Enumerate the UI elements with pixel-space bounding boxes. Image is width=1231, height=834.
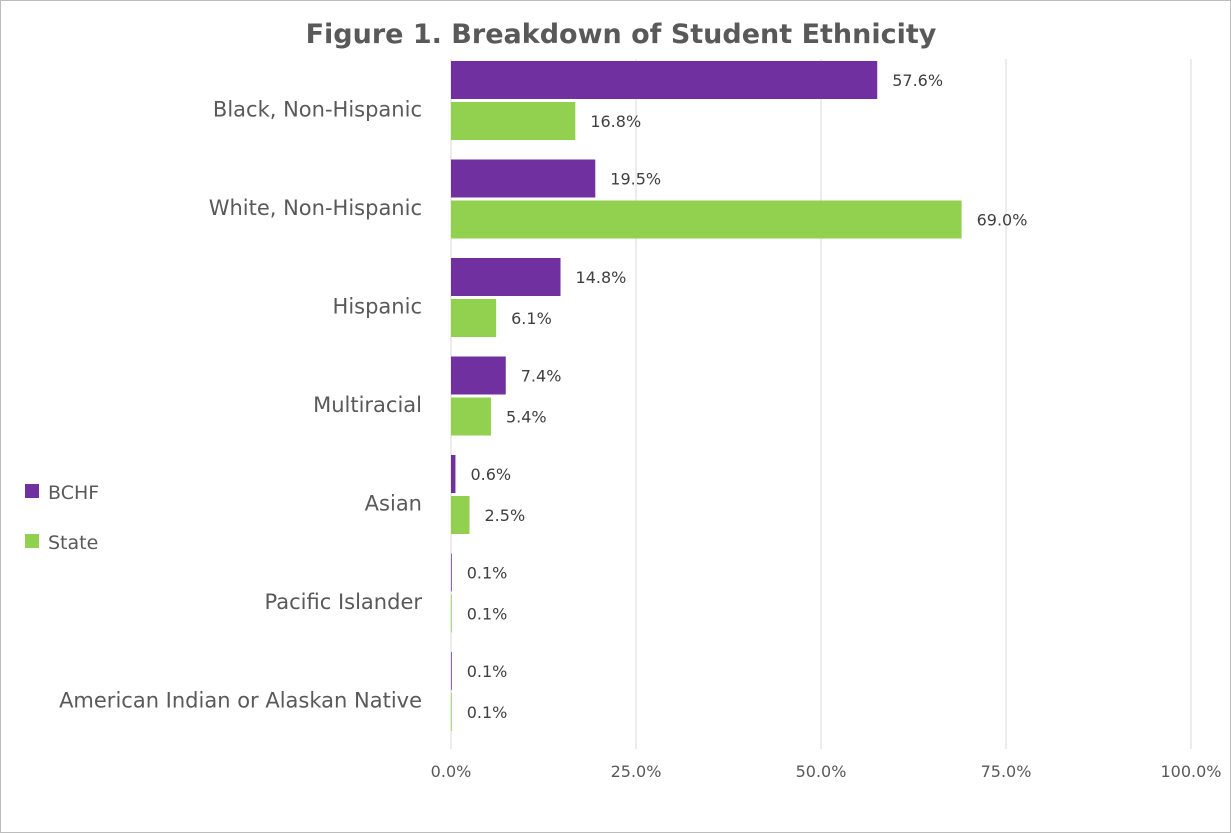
data-label: 0.6%: [470, 465, 511, 484]
bar-state: [451, 102, 576, 140]
legend-swatch-bchf: [25, 484, 39, 498]
category-label: Multiracial: [313, 393, 422, 417]
category-label: Black, Non-Hispanic: [213, 98, 422, 122]
data-label: 2.5%: [485, 506, 526, 525]
legend-label-bchf: BCHF: [48, 482, 99, 504]
bar-state: [451, 496, 470, 534]
bar-state: [451, 594, 452, 633]
legend-swatch-state: [25, 534, 39, 548]
data-label: 0.1%: [467, 605, 508, 624]
x-tick-label: 0.0%: [431, 762, 472, 781]
bar-bchf: [451, 652, 452, 690]
category-label: White, Non-Hispanic: [209, 196, 422, 220]
category-label: American Indian or Alaskan Native: [59, 689, 422, 713]
bar-bchf: [451, 553, 452, 592]
category-label: Pacific Islander: [265, 590, 423, 614]
category-label: Hispanic: [333, 295, 422, 319]
data-label: 19.5%: [610, 170, 661, 189]
data-label: 5.4%: [506, 408, 547, 427]
bar-bchf: [451, 61, 878, 99]
bar-state: [451, 693, 452, 731]
data-label: 7.4%: [521, 367, 562, 386]
bar-state: [451, 200, 962, 239]
data-label: 0.1%: [467, 703, 508, 722]
bar-bchf: [451, 455, 456, 493]
legend-label-state: State: [48, 532, 98, 554]
category-label: Asian: [365, 492, 422, 516]
data-label: 57.6%: [892, 71, 943, 90]
bar-bchf: [451, 258, 561, 296]
chart-title: Figure 1. Breakdown of Student Ethnicity: [305, 19, 937, 50]
bar-state: [451, 299, 497, 337]
x-tick-label: 75.0%: [981, 762, 1032, 781]
data-label: 0.1%: [467, 564, 508, 583]
bar-state: [451, 397, 491, 436]
data-label: 69.0%: [977, 211, 1028, 230]
data-label: 16.8%: [590, 112, 641, 131]
x-tick-label: 50.0%: [796, 762, 847, 781]
bar-bchf: [451, 159, 596, 198]
bar-bchf: [451, 356, 506, 395]
data-label: 0.1%: [467, 662, 508, 681]
data-label: 6.1%: [511, 309, 552, 328]
x-tick-label: 100.0%: [1160, 762, 1221, 781]
data-label: 14.8%: [576, 268, 627, 287]
x-tick-label: 25.0%: [611, 762, 662, 781]
